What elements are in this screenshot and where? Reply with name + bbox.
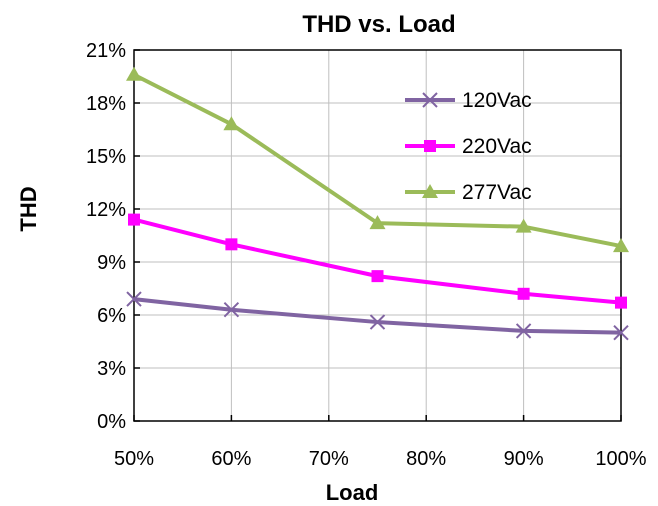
legend-entry-120vac: 120Vac [405, 89, 532, 112]
data-point-220vac-0 [128, 213, 140, 226]
y-tick-label-3: 9% [97, 252, 126, 274]
data-point-277vac-1 [223, 116, 240, 131]
data-point-220vac-4 [615, 296, 627, 309]
legend-marker-220vac [424, 140, 436, 152]
legend-label-120vac: 120Vac [462, 89, 532, 112]
chart-title: THD vs. Load [302, 11, 455, 38]
data-point-277vac-4 [613, 238, 629, 253]
data-point-220vac-3 [517, 287, 530, 300]
x-axis-title: Load [326, 480, 379, 505]
data-point-120vac-3 [515, 323, 532, 339]
data-point-220vac-2 [371, 270, 384, 283]
y-tick-label-5: 15% [86, 146, 126, 168]
x-tick-label-1: 60% [211, 448, 251, 470]
series-277vac [126, 66, 629, 253]
series-120vac [126, 291, 629, 341]
data-point-120vac-0 [126, 291, 142, 307]
y-axis: 0% 3% 6% 9% 12% 15% 18% 21% [86, 40, 140, 433]
legend-entry-220vac: 220Vac [405, 135, 532, 158]
legend-marker-120vac [422, 92, 438, 108]
y-axis-title: THD [16, 186, 41, 231]
series-line-120vac [133, 297, 622, 335]
data-point-277vac-0 [126, 66, 142, 81]
x-tick-label-3: 80% [406, 448, 446, 470]
data-point-277vac-3 [515, 218, 532, 233]
data-point-277vac-2 [369, 215, 386, 230]
legend-label-220vac: 220Vac [462, 135, 532, 158]
y-tick-label-0: 0% [97, 411, 126, 433]
data-point-120vac-1 [223, 301, 240, 318]
grid [134, 50, 621, 421]
y-tick-label-1: 3% [97, 358, 126, 380]
legend-entry-277vac: 277Vac [405, 181, 532, 204]
series-layer [126, 66, 629, 341]
data-point-120vac-2 [369, 314, 386, 330]
x-tick-label-4: 90% [504, 448, 544, 470]
y-tick-label-6: 18% [86, 93, 126, 115]
x-axis: 50% 60% 70% 80% 90% 100% [114, 415, 647, 470]
legend-marker-277vac [422, 184, 438, 198]
y-tick-label-4: 12% [86, 199, 126, 221]
y-tick-label-2: 6% [97, 305, 126, 327]
data-point-120vac-4 [613, 324, 629, 341]
data-point-220vac-1 [225, 238, 238, 251]
y-tick-label-7: 21% [86, 40, 126, 62]
legend: 120Vac 220Vac 277Vac [405, 89, 532, 204]
x-tick-label-0: 50% [114, 448, 154, 470]
legend-label-277vac: 277Vac [462, 181, 532, 204]
x-tick-label-2: 70% [309, 448, 349, 470]
x-tick-label-5: 100% [595, 448, 646, 470]
plot-area [133, 49, 622, 422]
series-220vac [128, 213, 627, 309]
